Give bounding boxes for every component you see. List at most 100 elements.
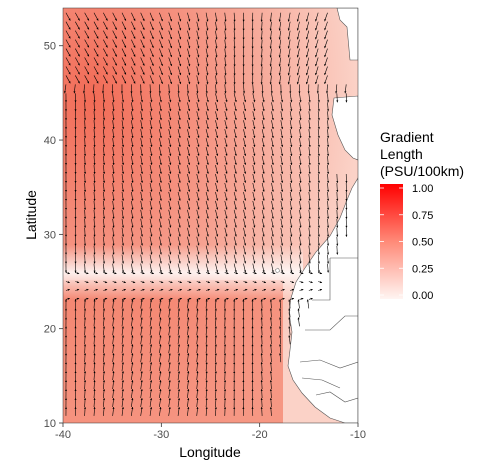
arrow-head — [140, 216, 144, 219]
arrow-head — [299, 198, 302, 201]
arrow-head — [223, 326, 227, 329]
arrow-head — [281, 109, 284, 112]
arrow-head — [121, 407, 124, 410]
arrow-head — [215, 64, 218, 67]
arrow-head — [253, 162, 256, 165]
arrow-head — [112, 299, 115, 302]
arrow-head — [64, 100, 68, 103]
arrow-head — [93, 261, 96, 264]
arrow-head — [260, 353, 263, 356]
arrow-head — [112, 100, 115, 103]
arrow-head — [121, 180, 125, 183]
arrow-head — [177, 326, 181, 329]
arrow-head — [317, 207, 320, 210]
arrow-head — [64, 335, 68, 338]
arrow-head — [271, 252, 274, 255]
arrow-head — [169, 270, 172, 273]
legend-ticks: 1.00 0.75 0.50 0.25 0.00 — [380, 183, 433, 302]
arrow-head — [150, 261, 153, 264]
arrow-head — [140, 127, 144, 130]
arrow-head — [149, 91, 152, 94]
arrow-head — [102, 406, 106, 409]
arrow-head — [121, 261, 125, 264]
arrow-head — [325, 91, 329, 94]
arrow-head — [178, 126, 181, 129]
arrow-head — [114, 272, 117, 275]
arrow-head — [93, 154, 96, 157]
front-band — [63, 245, 303, 300]
arrow-head — [233, 389, 236, 391]
arrow-head — [142, 36, 145, 39]
arrow-head — [93, 198, 96, 201]
arrow-head — [336, 189, 339, 192]
arrow-head — [160, 36, 163, 40]
arrow-head — [336, 234, 339, 237]
arrow-head — [206, 153, 209, 156]
arrow-head — [112, 353, 115, 356]
arrow-head — [188, 135, 191, 138]
arrow-head — [159, 398, 162, 401]
arrow-head — [299, 145, 302, 148]
arrow-head — [102, 145, 106, 148]
arrow-head — [177, 317, 181, 320]
arrow-head — [124, 54, 127, 57]
arrow-head — [64, 344, 68, 347]
arrow-head — [206, 252, 209, 255]
arrow-head — [308, 207, 311, 210]
arrow-head — [177, 407, 181, 410]
arrow-head — [216, 252, 219, 255]
arrow-head — [308, 180, 311, 183]
arrow-head — [215, 28, 218, 31]
arrow-head — [142, 81, 145, 84]
arrow-head — [197, 28, 200, 31]
arrow-head — [112, 136, 115, 139]
arrow-head — [151, 72, 154, 75]
arrow-head — [336, 207, 339, 210]
arrow-head — [93, 406, 96, 409]
arrow-head — [83, 389, 87, 392]
arrow-head — [151, 288, 154, 291]
arrow-head — [271, 109, 274, 112]
arrow-head — [131, 326, 134, 329]
arrow-head — [124, 63, 127, 66]
arrow-head — [121, 171, 125, 174]
arrow-head — [68, 18, 71, 21]
arrow-head — [244, 225, 247, 228]
arrow-head — [206, 135, 209, 138]
arrow-head — [124, 27, 127, 30]
arrow-head — [159, 407, 162, 410]
arrow-head — [131, 270, 134, 273]
arrow-head — [159, 371, 162, 374]
arrow-head — [140, 389, 143, 392]
arrow-head — [168, 380, 171, 383]
arrow-head — [225, 99, 228, 103]
arrow-head — [112, 198, 115, 201]
arrow-head — [226, 288, 229, 291]
arrow-head — [251, 335, 254, 338]
arrow-head — [178, 198, 181, 201]
arrow-head — [159, 261, 162, 264]
arrow-head — [317, 180, 320, 183]
arrow-head — [142, 54, 145, 57]
arrow-head — [225, 225, 228, 228]
arrow-head — [131, 344, 134, 347]
arrow-head — [281, 144, 284, 148]
arrow-head — [299, 207, 302, 210]
arrow-head — [76, 272, 80, 275]
arrow-head — [308, 162, 311, 166]
arrow-head — [177, 335, 181, 338]
arrow-head — [64, 243, 68, 246]
arrow-head — [233, 335, 236, 338]
arrow-head — [121, 118, 125, 121]
arrow-head — [253, 225, 256, 228]
arrow-head — [290, 261, 293, 264]
arrow-head — [244, 189, 247, 192]
arrow-head — [177, 371, 181, 374]
arrow-head — [308, 100, 311, 103]
arrow-head — [104, 297, 108, 300]
arrow-head — [150, 198, 153, 201]
arrow-head — [112, 189, 115, 192]
arrow-head — [301, 297, 304, 300]
arrow-head — [77, 27, 80, 30]
arrow-head — [131, 243, 134, 246]
